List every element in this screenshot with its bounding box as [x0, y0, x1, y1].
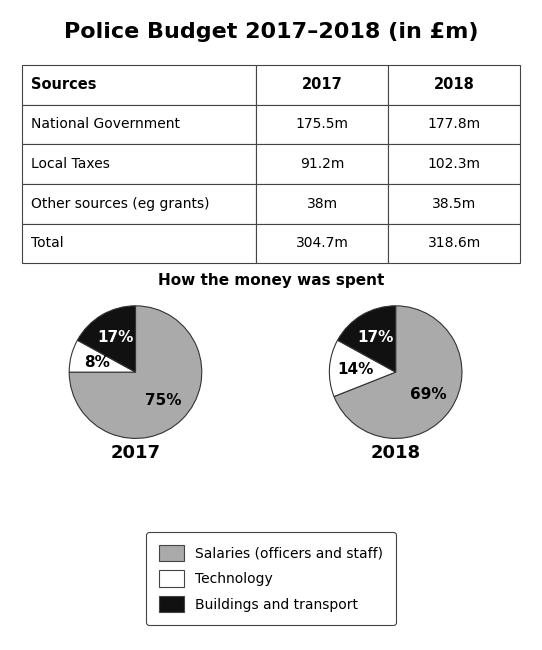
- Text: 2018: 2018: [371, 444, 421, 462]
- Wedge shape: [78, 306, 136, 372]
- Text: 17%: 17%: [357, 330, 393, 345]
- Text: 75%: 75%: [145, 393, 182, 408]
- Text: 17%: 17%: [97, 330, 133, 345]
- Text: How the money was spent: How the money was spent: [158, 273, 384, 288]
- Text: 8%: 8%: [84, 355, 110, 370]
- Wedge shape: [334, 306, 462, 438]
- Wedge shape: [330, 340, 396, 396]
- Text: 14%: 14%: [338, 362, 374, 377]
- Wedge shape: [69, 340, 136, 372]
- Wedge shape: [338, 306, 396, 372]
- Text: Police Budget 2017–2018 (in £m): Police Budget 2017–2018 (in £m): [64, 23, 478, 42]
- Text: 2017: 2017: [111, 444, 160, 462]
- Text: 69%: 69%: [410, 387, 447, 402]
- Legend: Salaries (officers and staff), Technology, Buildings and transport: Salaries (officers and staff), Technolog…: [146, 532, 396, 625]
- Wedge shape: [69, 306, 202, 438]
